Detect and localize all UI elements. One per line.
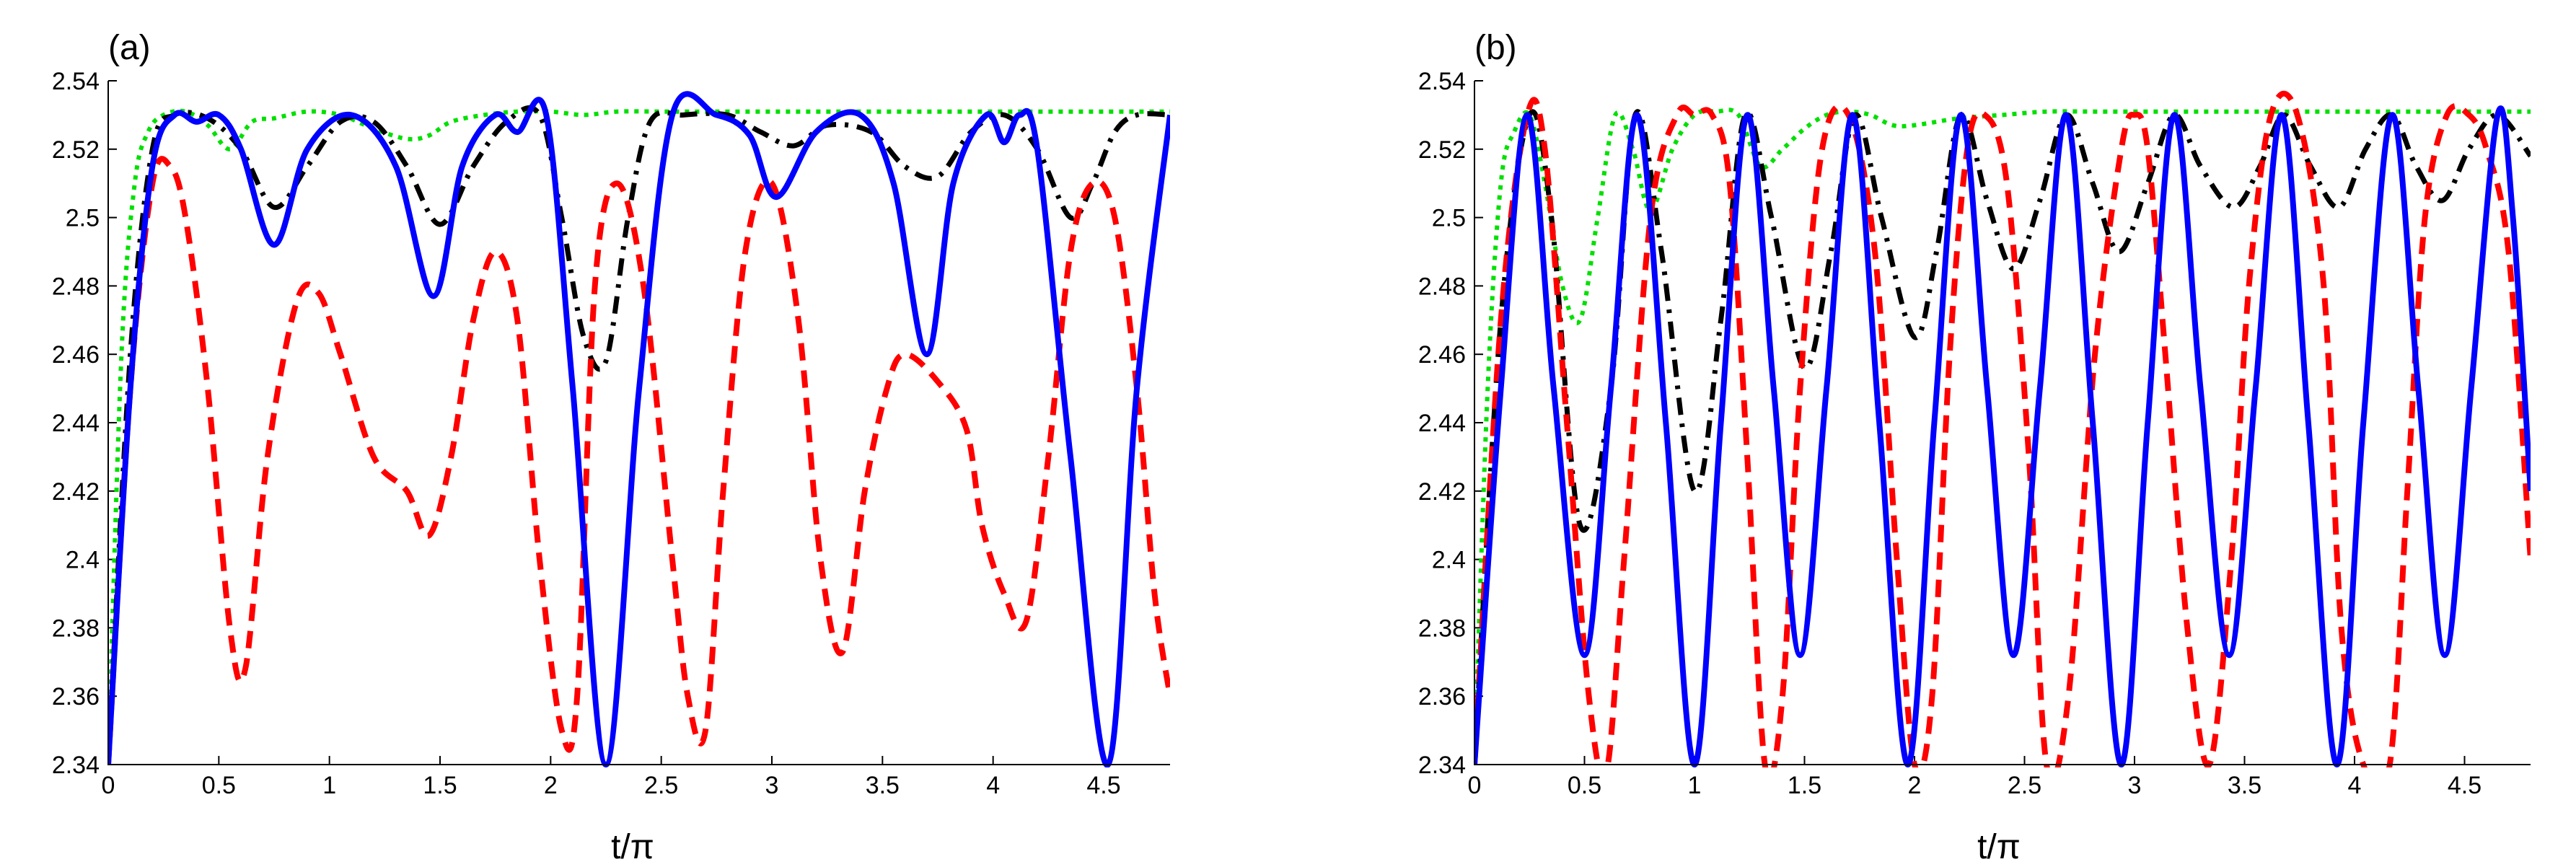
y-tick-label: 2.5 xyxy=(66,205,100,232)
panel-a-series xyxy=(108,91,1170,767)
x-tick-label: 0 xyxy=(102,772,115,799)
axis-lines xyxy=(107,81,1170,765)
y-tick-label: 2.46 xyxy=(1418,341,1466,369)
y-tick-label: 2.36 xyxy=(1418,683,1466,710)
y-tick-label: 2.36 xyxy=(52,683,100,710)
x-tick-label: 3.5 xyxy=(866,772,900,799)
x-tick-label: 2 xyxy=(544,772,558,799)
y-tick-label: 2.52 xyxy=(1418,136,1466,164)
y-tick-label: 2.38 xyxy=(1418,615,1466,642)
series-solid-blue xyxy=(1474,105,2531,767)
panel-a-xlabel: t/π xyxy=(611,828,654,866)
series-dashdot-black xyxy=(108,105,1170,765)
axis-lines xyxy=(1474,81,2531,765)
panel-b-label: (b) xyxy=(1474,29,1517,67)
x-tick-label: 2 xyxy=(1908,772,1922,799)
series-dashed-red xyxy=(1474,90,2531,767)
y-tick-label: 2.46 xyxy=(52,341,100,369)
y-tick-label: 2.42 xyxy=(52,478,100,506)
y-tick-label: 2.34 xyxy=(1418,752,1466,779)
panel-a: (a) 0 0.5 1 1.5 2 2.5 3 3.5 4 4.52.342.362.382.42… xyxy=(52,29,1170,866)
series-dotted-green xyxy=(1474,107,2531,765)
x-tick-label: 2.5 xyxy=(2008,772,2041,799)
x-tick-label: 4.5 xyxy=(1086,772,1120,799)
y-tick-label: 2.54 xyxy=(52,68,100,95)
panel-b-series xyxy=(1474,90,2531,767)
panel-a-axes xyxy=(107,81,1170,765)
y-tick-label: 2.52 xyxy=(52,136,100,164)
y-tick-label: 2.48 xyxy=(52,273,100,300)
y-tick-label: 2.34 xyxy=(52,752,100,779)
x-tick-label: 1 xyxy=(322,772,336,799)
x-tick-label: 3.5 xyxy=(2228,772,2261,799)
panel-b-xlabel: t/π xyxy=(1977,828,2021,866)
panel-b-ticks: 0 0.5 1 1.5 2 2.5 3 3.5 4 4.5 2.34 2.36 2.38 2.4 2.42 2… xyxy=(1418,68,2482,799)
panel-b-axes xyxy=(1474,81,2531,765)
x-tick-label: 0 xyxy=(1468,772,1482,799)
series-dashdot-black xyxy=(1474,109,2531,765)
y-tick-label: 2.38 xyxy=(52,615,100,642)
x-tick-label: 3 xyxy=(765,772,779,799)
y-tick-label: 2.44 xyxy=(52,410,100,437)
y-tick-label: 2.5 xyxy=(1432,205,1466,232)
y-tick-label: 2.4 xyxy=(66,547,100,574)
panel-b: (b) 0 0.5 1 1.5 2 2.5 3 3.5 4 4.52.342.362.382.42… xyxy=(1418,29,2531,866)
x-tick-label: 1.5 xyxy=(1788,772,1821,799)
x-tick-label: 4 xyxy=(986,772,1000,799)
series-dashed-red xyxy=(108,156,1170,765)
x-tick-label: 1.5 xyxy=(423,772,457,799)
x-tick-label: 1 xyxy=(1688,772,1702,799)
y-tick-label: 2.44 xyxy=(1418,410,1466,437)
x-tick-label: 4 xyxy=(2348,772,2362,799)
series-solid-blue xyxy=(108,91,1170,767)
x-tick-label: 3 xyxy=(2128,772,2142,799)
x-tick-label: 0.5 xyxy=(202,772,236,799)
x-tick-label: 2.5 xyxy=(644,772,678,799)
series-dotted-green xyxy=(108,108,1170,765)
y-tick-label: 2.42 xyxy=(1418,478,1466,506)
panel-a-ticks: 0 0.5 1 1.5 2 2.5 3 3.5 4 4.5 2.34 2.36 2.38 2.4 2.42 2… xyxy=(52,68,1121,799)
panel-a-label: (a) xyxy=(108,29,151,67)
y-tick-label: 2.54 xyxy=(1418,68,1466,95)
y-tick-label: 2.4 xyxy=(1432,547,1466,574)
x-tick-label: 0.5 xyxy=(1568,772,1601,799)
x-tick-label: 4.5 xyxy=(2448,772,2482,799)
y-tick-label: 2.48 xyxy=(1418,273,1466,300)
